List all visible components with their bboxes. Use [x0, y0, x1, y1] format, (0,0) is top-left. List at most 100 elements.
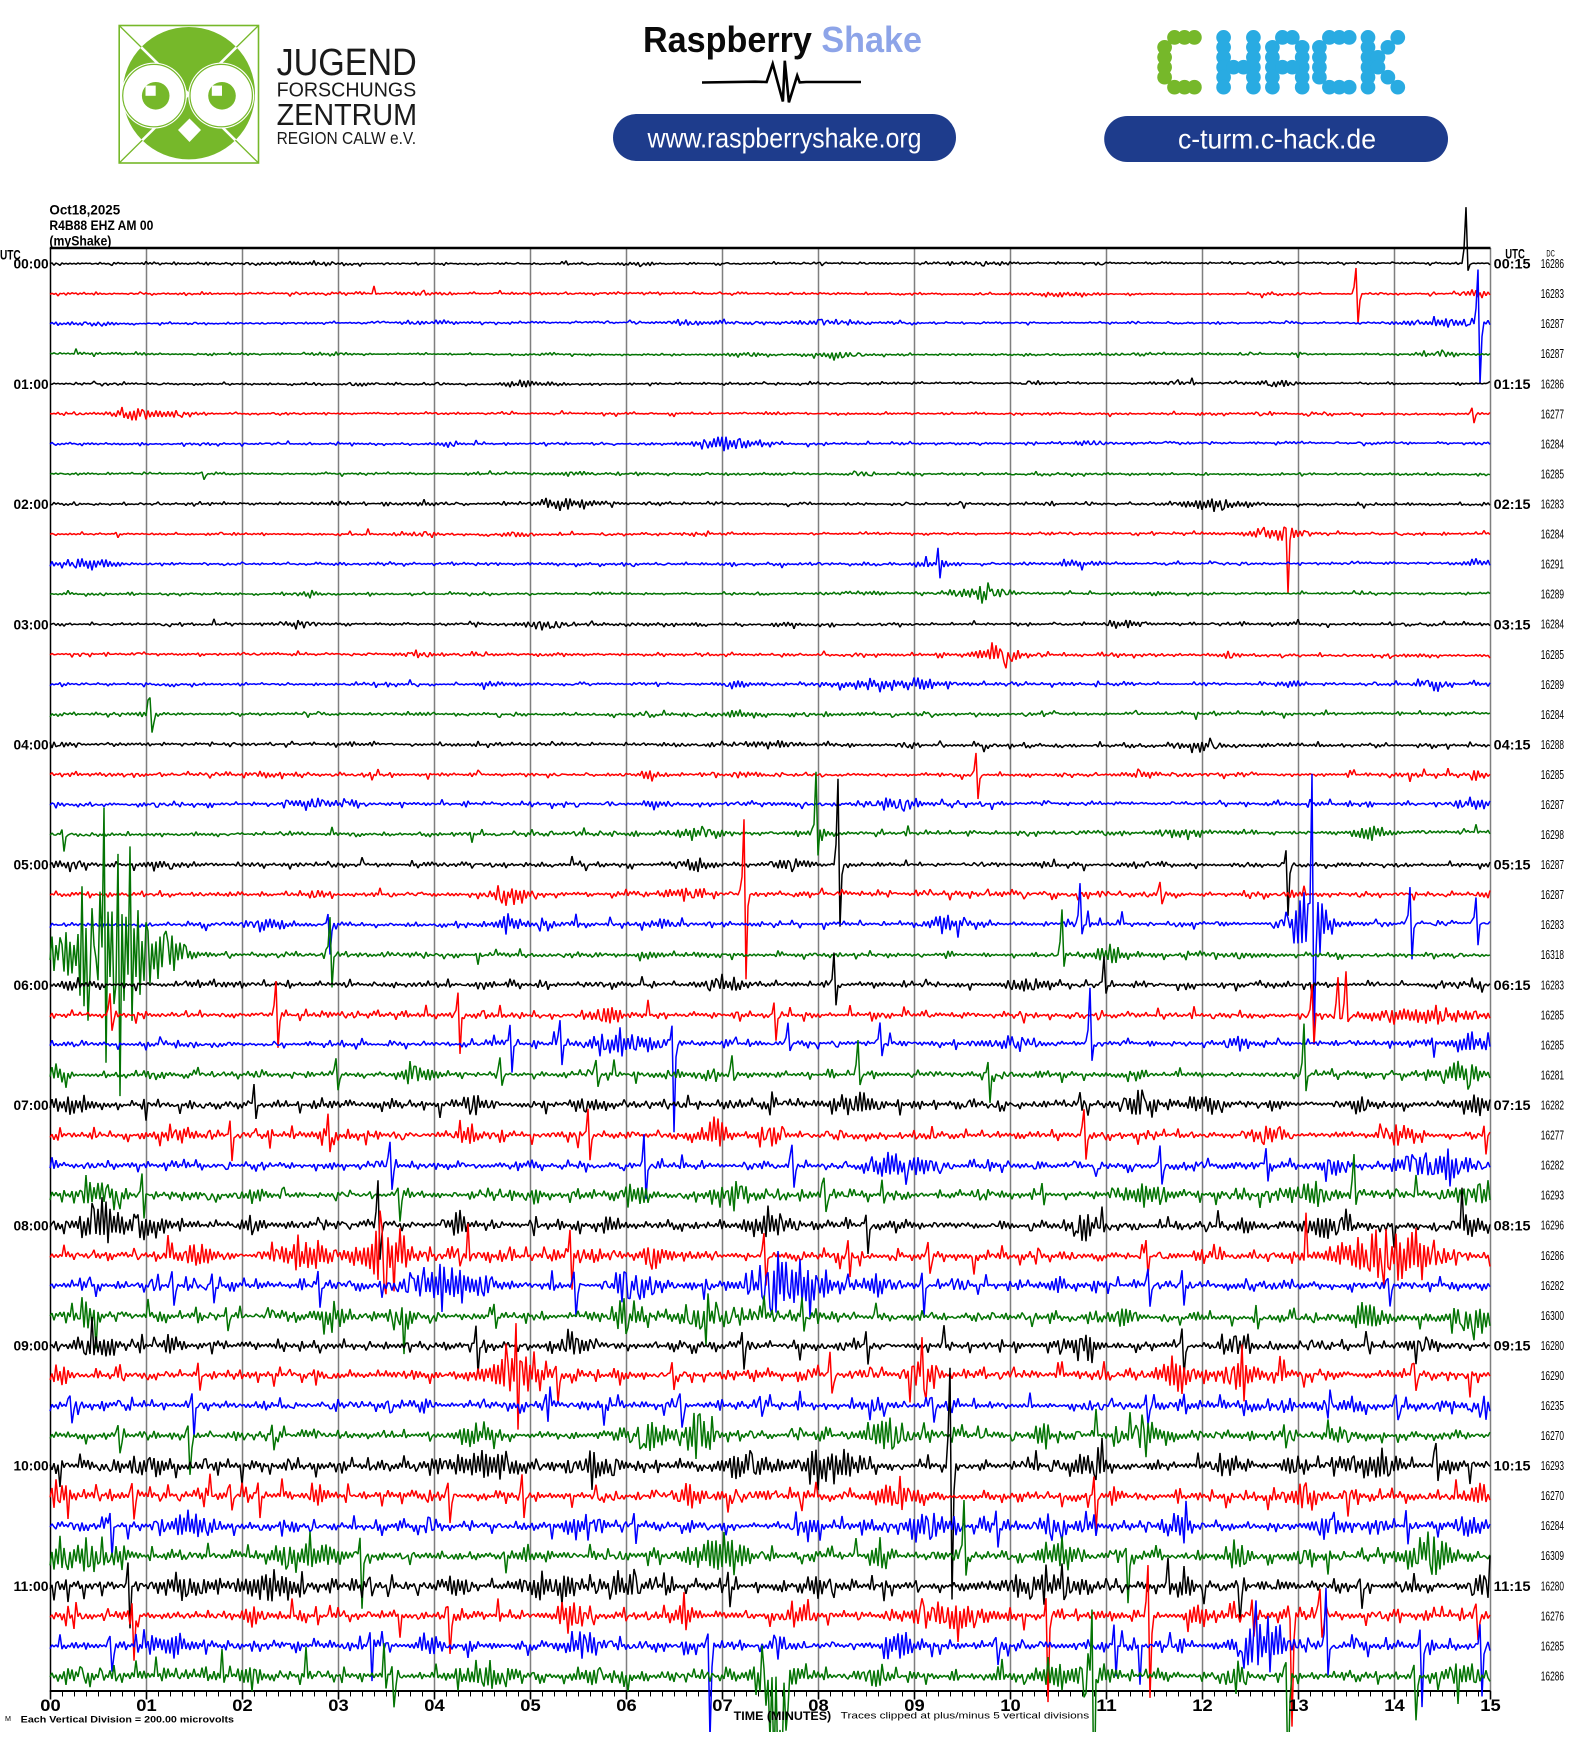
svg-text:DC: DC	[1546, 249, 1554, 260]
svg-text:16281: 16281	[1541, 1068, 1564, 1082]
svg-text:16309: 16309	[1541, 1549, 1564, 1563]
svg-text:03:00: 03:00	[14, 617, 49, 632]
svg-text:16298: 16298	[1541, 828, 1564, 842]
svg-text:09: 09	[904, 1696, 924, 1715]
svg-text:01:15: 01:15	[1494, 377, 1531, 392]
svg-text:04:00: 04:00	[14, 738, 49, 753]
svg-text:05:00: 05:00	[14, 858, 49, 873]
svg-text:(myShake): (myShake)	[49, 233, 111, 248]
svg-text:16282: 16282	[1541, 1099, 1564, 1113]
svg-text:UTC: UTC	[0, 247, 21, 262]
svg-text:16283: 16283	[1541, 978, 1564, 992]
svg-text:09:00: 09:00	[14, 1339, 49, 1354]
svg-text:05: 05	[520, 1696, 540, 1715]
svg-text:16291: 16291	[1541, 558, 1564, 572]
svg-text:06:00: 06:00	[14, 978, 49, 993]
svg-text:14: 14	[1384, 1696, 1405, 1715]
svg-text:Each Vertical Division = 200.: Each Vertical Division = 200.00 microvol…	[21, 1714, 234, 1724]
svg-text:FORSCHUNGS: FORSCHUNGS	[277, 79, 417, 102]
svg-text:16286: 16286	[1541, 1670, 1564, 1684]
svg-text:16270: 16270	[1541, 1489, 1564, 1503]
svg-text:TIME (MINUTES): TIME (MINUTES)	[734, 1711, 832, 1723]
svg-text:16296: 16296	[1541, 1219, 1564, 1233]
svg-text:Oct18,2025: Oct18,2025	[49, 202, 120, 217]
svg-text:16286: 16286	[1541, 377, 1564, 391]
svg-text:10: 10	[1000, 1696, 1020, 1715]
svg-text:16277: 16277	[1541, 1129, 1564, 1143]
svg-text:16276: 16276	[1541, 1609, 1564, 1623]
svg-text:10:00: 10:00	[14, 1459, 49, 1474]
svg-text:16286: 16286	[1541, 257, 1564, 271]
svg-text:REGION CALW e.V.: REGION CALW e.V.	[277, 128, 417, 148]
svg-text:16290: 16290	[1541, 1369, 1564, 1383]
svg-text:16289: 16289	[1541, 588, 1564, 602]
svg-text:16284: 16284	[1541, 437, 1564, 451]
svg-text:04:15: 04:15	[1494, 738, 1531, 753]
svg-text:09:15: 09:15	[1494, 1339, 1531, 1354]
svg-text:16287: 16287	[1541, 888, 1564, 902]
svg-text:16288: 16288	[1541, 738, 1564, 752]
svg-text:11:15: 11:15	[1494, 1579, 1531, 1594]
svg-text:c-turm.c-hack.de: c-turm.c-hack.de	[1178, 124, 1376, 155]
svg-text:16284: 16284	[1541, 528, 1564, 542]
svg-text:03: 03	[328, 1696, 348, 1715]
svg-text:16285: 16285	[1541, 768, 1564, 782]
svg-text:www.raspberryshake.org: www.raspberryshake.org	[647, 123, 922, 154]
svg-text:07: 07	[712, 1696, 732, 1715]
svg-text:02:15: 02:15	[1494, 497, 1531, 512]
svg-text:16318: 16318	[1541, 948, 1564, 962]
svg-text:Traces clipped at plus/minus 5: Traces clipped at plus/minus 5 vertical …	[841, 1711, 1090, 1721]
svg-text:11:00: 11:00	[14, 1579, 49, 1594]
svg-text:16285: 16285	[1541, 1639, 1564, 1653]
svg-text:ZENTRUM: ZENTRUM	[277, 97, 418, 132]
svg-text:12: 12	[1192, 1696, 1212, 1715]
svg-text:16285: 16285	[1541, 1038, 1564, 1052]
svg-text:16293: 16293	[1541, 1189, 1564, 1203]
svg-text:16293: 16293	[1541, 1459, 1564, 1473]
svg-text:16277: 16277	[1541, 407, 1564, 421]
svg-text:16283: 16283	[1541, 287, 1564, 301]
svg-text:16287: 16287	[1541, 317, 1564, 331]
svg-text:16287: 16287	[1541, 858, 1564, 872]
svg-text:08:00: 08:00	[14, 1218, 49, 1233]
svg-text:16287: 16287	[1541, 798, 1564, 812]
svg-text:16285: 16285	[1541, 468, 1564, 482]
svg-text:11: 11	[1096, 1696, 1116, 1715]
svg-text:01: 01	[136, 1696, 156, 1715]
svg-text:16284: 16284	[1541, 618, 1564, 632]
svg-text:16285: 16285	[1541, 648, 1564, 662]
svg-text:16283: 16283	[1541, 918, 1564, 932]
svg-text:13: 13	[1288, 1696, 1308, 1715]
svg-text:04: 04	[424, 1696, 445, 1715]
svg-text:16286: 16286	[1541, 1249, 1564, 1263]
svg-text:16270: 16270	[1541, 1429, 1564, 1443]
svg-text:06:15: 06:15	[1494, 978, 1531, 993]
svg-text:UTC: UTC	[1505, 246, 1525, 261]
svg-text:16280: 16280	[1541, 1579, 1564, 1593]
svg-text:16300: 16300	[1541, 1309, 1564, 1323]
svg-text:16287: 16287	[1541, 347, 1564, 361]
svg-text:00:00: 00:00	[14, 257, 49, 272]
svg-text:00: 00	[40, 1696, 60, 1715]
svg-text:06: 06	[616, 1696, 636, 1715]
svg-text:01:00: 01:00	[14, 377, 49, 392]
svg-text:16283: 16283	[1541, 498, 1564, 512]
svg-text:07:00: 07:00	[14, 1098, 49, 1113]
svg-text:02:00: 02:00	[14, 497, 49, 512]
svg-text:03:15: 03:15	[1494, 617, 1531, 632]
svg-text:02: 02	[232, 1696, 252, 1715]
svg-text:16284: 16284	[1541, 708, 1564, 722]
svg-text:15: 15	[1480, 1696, 1500, 1715]
svg-text:16282: 16282	[1541, 1279, 1564, 1293]
svg-text:16280: 16280	[1541, 1339, 1564, 1353]
svg-text:16284: 16284	[1541, 1519, 1564, 1533]
svg-text:16289: 16289	[1541, 678, 1564, 692]
svg-text:08: 08	[808, 1696, 828, 1715]
svg-text:R4B88 EHZ AM 00: R4B88 EHZ AM 00	[49, 218, 153, 233]
svg-text:07:15: 07:15	[1494, 1098, 1531, 1113]
svg-text:M: M	[5, 1716, 11, 1723]
svg-text:16235: 16235	[1541, 1399, 1564, 1413]
svg-text:JUGEND: JUGEND	[277, 42, 417, 84]
svg-text:16285: 16285	[1541, 1008, 1564, 1022]
svg-text:16282: 16282	[1541, 1159, 1564, 1173]
